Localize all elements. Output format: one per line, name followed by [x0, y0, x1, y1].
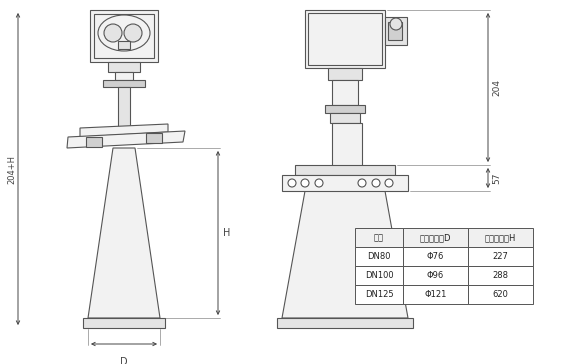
Bar [468, 228, 533, 247]
Bar [328, 68, 362, 80]
Text: H: H [223, 228, 230, 238]
Bar [118, 87, 130, 129]
Bar [332, 123, 362, 175]
Bar [115, 72, 133, 80]
Circle shape [301, 179, 309, 187]
Text: 测量口高度H: 测量口高度H [485, 233, 516, 242]
Text: DN100: DN100 [365, 271, 393, 280]
Circle shape [385, 179, 393, 187]
Text: Φ76: Φ76 [427, 252, 444, 261]
Bar [90, 10, 158, 62]
Text: 204+H: 204+H [7, 154, 17, 183]
Bar [295, 165, 395, 175]
Circle shape [372, 179, 380, 187]
Bar [103, 80, 145, 87]
Bar [308, 13, 382, 65]
Text: 227: 227 [493, 252, 509, 261]
Bar [332, 80, 358, 105]
Bar [146, 133, 162, 143]
Text: DN80: DN80 [367, 252, 391, 261]
Text: 测量口直径D: 测量口直径D [420, 233, 451, 242]
Bar [403, 266, 468, 285]
Bar [94, 14, 154, 58]
Bar [86, 137, 102, 147]
Text: Φ121: Φ121 [424, 290, 447, 299]
Bar [108, 62, 140, 72]
Bar [403, 285, 468, 304]
Polygon shape [282, 191, 408, 318]
Bar [277, 318, 413, 328]
Text: D: D [120, 357, 128, 364]
Ellipse shape [98, 15, 150, 51]
Bar [282, 175, 408, 191]
Bar [355, 285, 403, 304]
Text: Φ96: Φ96 [427, 271, 444, 280]
Circle shape [288, 179, 296, 187]
Text: 法兰: 法兰 [374, 233, 384, 242]
Bar [468, 285, 533, 304]
Bar [403, 247, 468, 266]
Bar [468, 266, 533, 285]
Bar [330, 113, 360, 123]
Circle shape [390, 18, 402, 30]
Polygon shape [88, 148, 160, 318]
Bar [385, 17, 407, 45]
Circle shape [104, 24, 122, 42]
Text: DN125: DN125 [365, 290, 393, 299]
Text: 620: 620 [493, 290, 509, 299]
Text: 288: 288 [493, 271, 509, 280]
Circle shape [315, 179, 323, 187]
Polygon shape [67, 131, 185, 148]
Bar [403, 228, 468, 247]
Text: 204: 204 [492, 79, 501, 96]
Circle shape [124, 24, 142, 42]
Bar [305, 10, 385, 68]
Bar [388, 22, 402, 40]
Bar [118, 41, 130, 49]
Bar [83, 318, 165, 328]
Polygon shape [80, 124, 168, 137]
Circle shape [358, 179, 366, 187]
Bar [355, 228, 403, 247]
Bar [468, 247, 533, 266]
Bar [325, 105, 365, 113]
Bar [355, 247, 403, 266]
Bar [355, 266, 403, 285]
Text: 57: 57 [492, 172, 501, 184]
